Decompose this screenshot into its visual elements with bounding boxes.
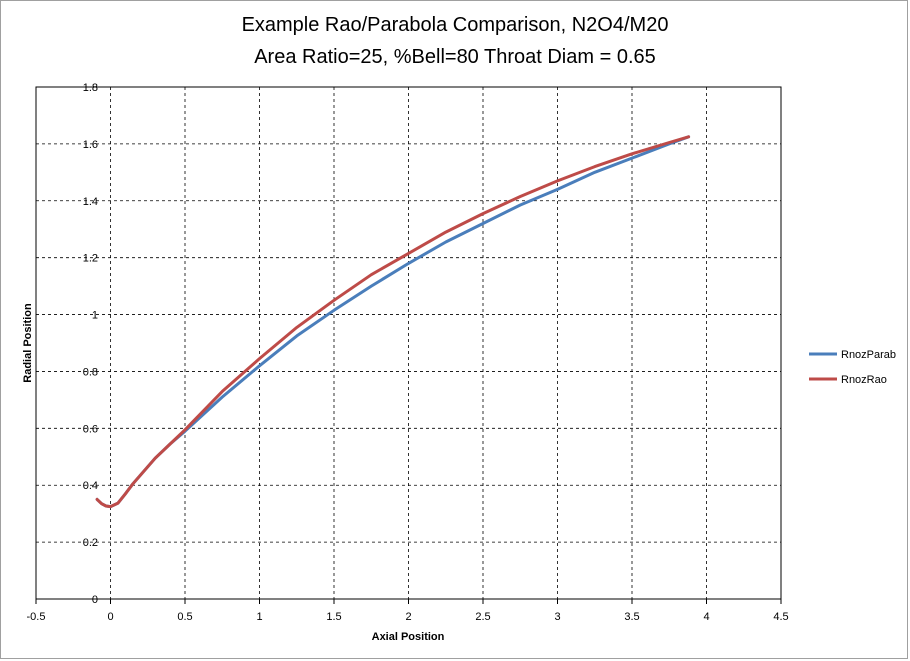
y-tick-label: 0 (92, 594, 98, 606)
x-tick-label: 3 (554, 611, 560, 623)
x-tick-label: 4 (703, 611, 709, 623)
x-tick-label: 2 (405, 611, 411, 623)
x-tick-label: 1 (256, 611, 262, 623)
legend: RnozParab RnozRao (809, 349, 896, 386)
y-tick-label: 0.2 (83, 537, 98, 549)
x-tick-label: 0.5 (177, 611, 192, 623)
x-tick-label: 3.5 (624, 611, 639, 623)
x-tick-label: -0.5 (27, 611, 46, 623)
legend-label: RnozParab (841, 349, 896, 361)
plot-area (35, 86, 782, 600)
tick-labels: -0.5 0 0.5 1 1.5 2 2.5 3 3.5 4 4.5 0 0.2 0.4 0.6 0.8 1 1.… (27, 82, 789, 623)
grid-lines (36, 87, 781, 599)
y-tick-label: 1.8 (83, 82, 98, 94)
x-axis-title: Axial Position (372, 631, 445, 643)
x-tick-label: 0 (107, 611, 113, 623)
y-tick-label: 1.4 (83, 196, 98, 208)
chart-subtitle: Area Ratio=25, %Bell=80 Throat Diam = 0.… (254, 46, 656, 68)
y-tick-label: 0.6 (83, 423, 98, 435)
y-tick-label: 1.6 (83, 139, 98, 151)
y-tick-label: 0.4 (83, 480, 98, 492)
x-tick-label: 2.5 (475, 611, 490, 623)
x-tick-label: 1.5 (326, 611, 341, 623)
series-lines (95, 135, 691, 509)
legend-label: RnozRao (841, 374, 887, 386)
y-tick-label: 1 (92, 310, 98, 322)
chart-title: Example Rao/Parabola Comparison, N2O4/M2… (242, 14, 669, 36)
y-axis-title: Radial Position (22, 303, 34, 383)
x-tick-label: 4.5 (773, 611, 788, 623)
y-tick-label: 1.2 (83, 253, 98, 265)
series-line-rnozrao (95, 135, 691, 509)
y-tick-label: 0.8 (83, 366, 98, 378)
